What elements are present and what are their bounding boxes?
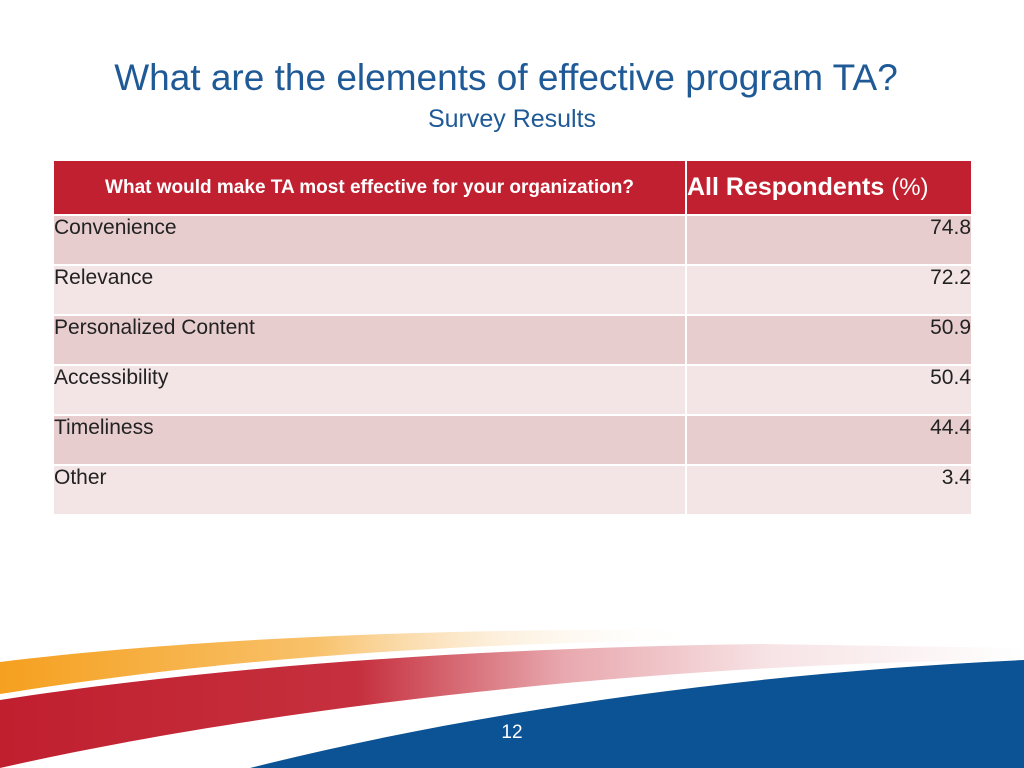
row-value: 74.8 bbox=[685, 214, 973, 266]
table-row: Other 3.4 bbox=[52, 464, 973, 516]
table-row: Convenience 74.8 bbox=[52, 214, 973, 266]
row-label: Convenience bbox=[52, 214, 687, 266]
row-label: Timeliness bbox=[52, 414, 687, 466]
slide-subtitle: Survey Results bbox=[427, 105, 597, 133]
respondents-header-unit: (%) bbox=[891, 174, 929, 201]
table-row: Accessibility 50.4 bbox=[52, 364, 973, 416]
row-label: Accessibility bbox=[52, 364, 687, 416]
row-value: 44.4 bbox=[685, 414, 973, 466]
row-value: 50.4 bbox=[685, 364, 973, 416]
row-value: 72.2 bbox=[685, 264, 973, 316]
row-value: 3.4 bbox=[685, 464, 973, 516]
row-label: Personalized Content bbox=[52, 314, 687, 366]
row-label: Other bbox=[52, 464, 687, 516]
respondents-header-label: All Respondents bbox=[687, 173, 885, 201]
row-value: 50.9 bbox=[685, 314, 973, 366]
respondents-header: All Respondents (%) bbox=[685, 159, 973, 216]
survey-results-table: What would make TA most effective for yo… bbox=[52, 159, 973, 516]
table-row: Timeliness 44.4 bbox=[52, 414, 973, 466]
footer-swoosh-graphic bbox=[0, 629, 1024, 768]
row-label: Relevance bbox=[52, 264, 687, 316]
slide-title: What are the elements of effective progr… bbox=[114, 57, 898, 98]
page-number: 12 bbox=[501, 722, 523, 743]
table-row: Relevance 72.2 bbox=[52, 264, 973, 316]
table-row: Personalized Content 50.9 bbox=[52, 314, 973, 366]
question-header: What would make TA most effective for yo… bbox=[52, 159, 687, 216]
table-header-row: What would make TA most effective for yo… bbox=[52, 159, 973, 216]
